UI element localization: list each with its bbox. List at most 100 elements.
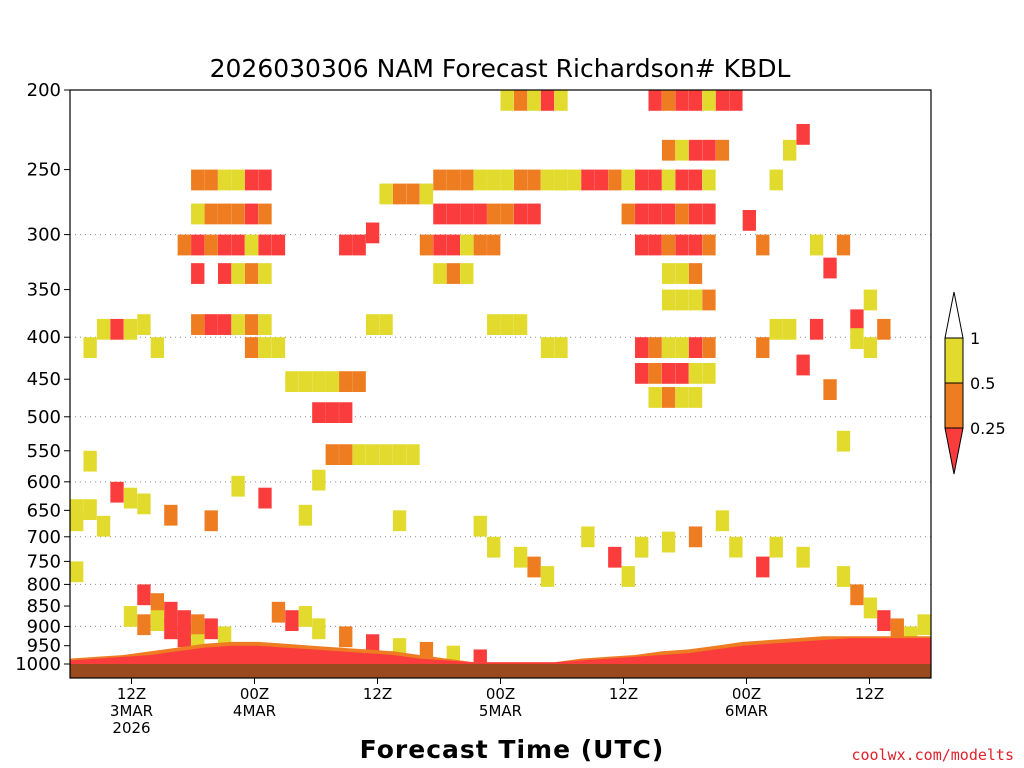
heatmap-cell [204,314,218,335]
heatmap-cell [702,363,716,384]
heatmap-cell [191,203,205,225]
heatmap-cell [540,169,555,191]
heatmap-cell [729,90,743,111]
heatmap-cell [406,183,420,205]
heatmap-cell [836,234,851,256]
heatmap-cell [715,139,730,161]
heatmap-cell [325,402,339,424]
heatmap-cell [231,169,245,191]
heatmap-cell [661,337,676,358]
heatmap-cell [110,481,124,503]
heatmap-cell [406,444,420,466]
heatmap-cell [635,234,649,256]
y-tick-label: 200 [27,80,61,101]
heatmap-cell [177,234,191,256]
heatmap-cell [433,234,447,256]
y-tick-label: 650 [27,500,61,521]
heatmap-cell [675,139,689,161]
heatmap-cell [769,318,783,340]
heatmap-cell [648,169,662,191]
heatmap-cell [352,371,366,392]
heatmap-cell [217,234,232,256]
heatmap-cell [191,169,205,191]
heatmap-cell [661,289,676,311]
heatmap-cell [661,139,676,161]
heatmap-cell [675,169,689,191]
heatmap-cell [352,234,366,256]
colorbar-0.25-0.5 [944,382,964,429]
heatmap-cell [661,169,676,191]
heatmap-cell [756,556,770,578]
surface-ground [70,664,931,678]
heatmap-cell [70,510,84,532]
heatmap-cell [164,504,178,526]
heatmap-cell [540,566,555,587]
heatmap-cell [661,387,676,408]
heatmap-cell [446,203,461,225]
heatmap-cell [608,546,622,568]
x-tick-label: 6MAR [725,702,768,720]
heatmap-cell [96,515,111,537]
x-tick-label: 5MAR [479,702,522,720]
y-tick-label: 250 [27,160,61,181]
heatmap-cell [204,510,218,532]
plot-area [70,90,931,678]
heatmap-cell [473,203,487,225]
heatmap-cell [675,263,689,284]
heatmap-cell [123,487,138,509]
heatmap-cell [513,546,528,568]
heatmap-cell [150,337,165,358]
heatmap-cell [635,169,649,191]
heatmap-cell [877,610,891,631]
heatmap-cell [487,536,501,558]
heatmap-cell [231,475,245,497]
heatmap-cell [500,169,514,191]
y-tick-label: 700 [27,527,61,548]
heatmap-cell [244,169,259,191]
heatmap-cell [285,610,299,631]
heatmap-cell [796,354,810,376]
heatmap-cell [460,169,474,191]
x-axis-label: Forecast Time (UTC) [360,735,665,764]
heatmap-cell [191,234,205,256]
heatmap-cell [769,169,783,191]
heatmap-cell [379,444,393,466]
heatmap-cell [702,234,716,256]
x-tick-label: 00Z [486,685,515,703]
heatmap-cell [715,90,730,111]
heatmap-cell [729,536,743,558]
heatmap-cell [917,614,931,636]
heatmap-cell [675,387,689,408]
heatmap-cell [460,263,474,284]
heatmap-cell [285,371,299,392]
heatmap-cell [150,610,165,631]
heatmap-cell [204,234,218,256]
heatmap-cell [204,169,218,191]
heatmap-cell [702,90,716,111]
heatmap-cell [487,234,501,256]
x-tick-label: 3MAR [110,702,153,720]
x-tick-label: 00Z [240,685,269,703]
heatmap-cell [258,487,272,509]
heatmap-cell [392,510,407,532]
heatmap-cell [688,90,703,111]
heatmap-cell [244,263,259,284]
heatmap-cell [702,169,716,191]
heatmap-cell [392,183,407,205]
y-tick-label: 400 [27,327,61,348]
heatmap-cells [70,90,931,664]
colorbar-below-0.25 [944,427,964,475]
heatmap-cell [137,493,151,515]
heatmap-cell [244,203,259,225]
heatmap-cell [258,169,272,191]
heatmap-cell [473,649,487,664]
heatmap-cell [661,90,676,111]
heatmap-cell [258,314,272,335]
heatmap-cell [231,314,245,335]
heatmap-cell [500,90,514,111]
x-tick-label: 4MAR [233,702,276,720]
heatmap-cell [487,169,501,191]
heatmap-cell [231,234,245,256]
heatmap-cell [850,328,864,349]
x-tick-label: 12Z [117,685,146,703]
